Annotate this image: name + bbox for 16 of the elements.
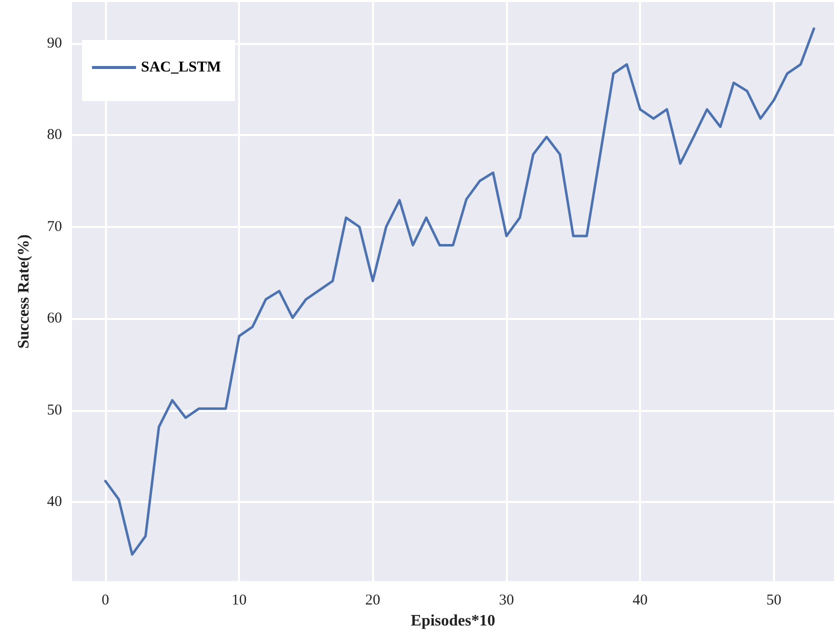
- x-tick-label: 0: [102, 592, 110, 609]
- y-tick-label: 50: [47, 402, 62, 418]
- x-tick-label: 10: [232, 592, 247, 609]
- y-tick-label: 80: [47, 127, 62, 144]
- y-axis-title: Success Rate(%): [16, 234, 32, 349]
- y-tick-label: 70: [47, 218, 62, 235]
- x-tick-label: 30: [498, 592, 514, 609]
- line-series: [104, 27, 816, 556]
- x-tick-label: 40: [632, 592, 648, 609]
- legend-label: SAC_LSTM: [141, 60, 222, 76]
- y-tick-label: 60: [47, 310, 62, 327]
- x-tick-label: 50: [766, 592, 782, 609]
- x-tick-label: 20: [365, 592, 380, 609]
- x-axis-title: Episodes*10: [410, 612, 496, 630]
- y-tick-label: 40: [47, 494, 62, 510]
- y-tick-label: 90: [47, 35, 62, 52]
